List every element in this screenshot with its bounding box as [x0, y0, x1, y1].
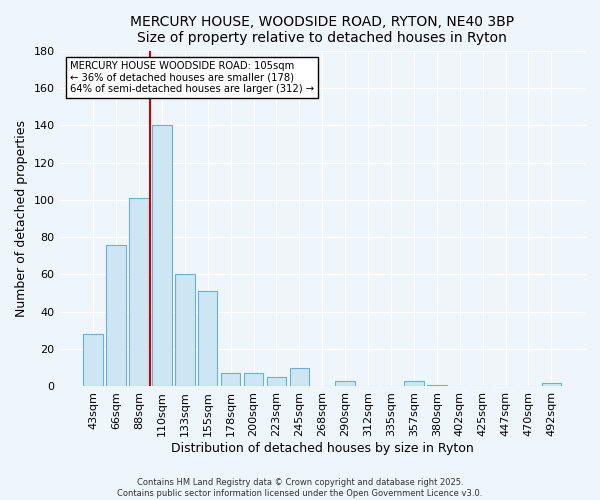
Bar [267, 377, 286, 386]
Bar [335, 381, 355, 386]
Bar [129, 198, 149, 386]
Bar [221, 374, 241, 386]
Bar [175, 274, 194, 386]
Title: MERCURY HOUSE, WOODSIDE ROAD, RYTON, NE40 3BP
Size of property relative to detac: MERCURY HOUSE, WOODSIDE ROAD, RYTON, NE4… [130, 15, 514, 45]
Bar [244, 374, 263, 386]
Bar [152, 125, 172, 386]
Y-axis label: Number of detached properties: Number of detached properties [15, 120, 28, 317]
Bar [427, 384, 446, 386]
Bar [198, 292, 217, 386]
Bar [404, 381, 424, 386]
Bar [542, 382, 561, 386]
Bar [83, 334, 103, 386]
Bar [106, 244, 126, 386]
Text: MERCURY HOUSE WOODSIDE ROAD: 105sqm
← 36% of detached houses are smaller (178)
6: MERCURY HOUSE WOODSIDE ROAD: 105sqm ← 36… [70, 60, 314, 94]
Bar [290, 368, 309, 386]
X-axis label: Distribution of detached houses by size in Ryton: Distribution of detached houses by size … [171, 442, 473, 455]
Text: Contains HM Land Registry data © Crown copyright and database right 2025.
Contai: Contains HM Land Registry data © Crown c… [118, 478, 482, 498]
